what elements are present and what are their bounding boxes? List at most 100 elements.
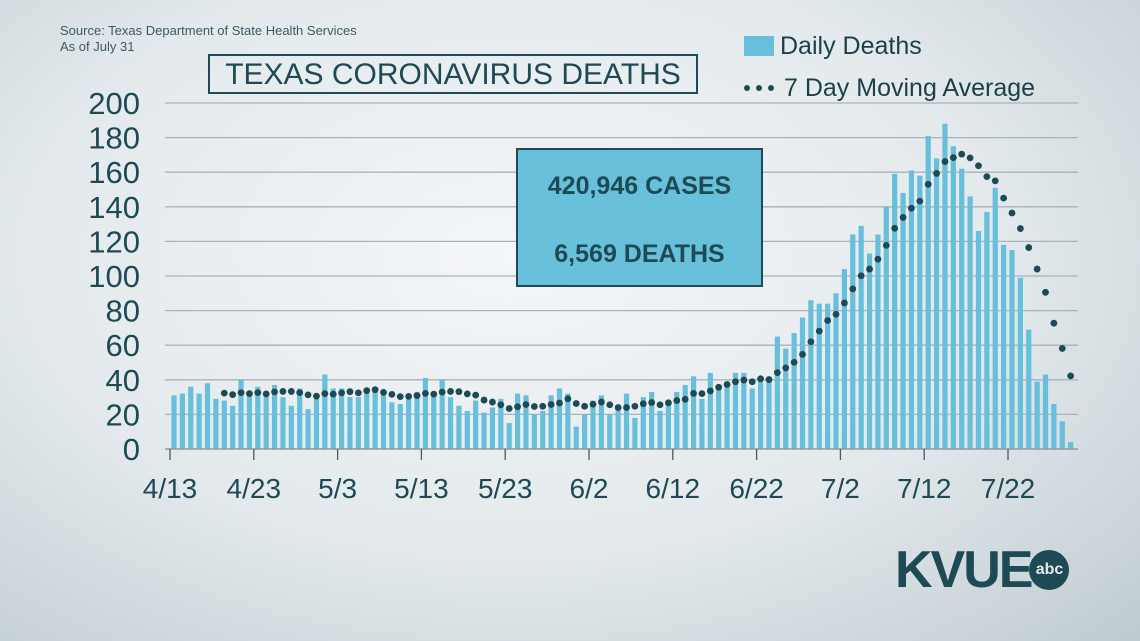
bar [925, 135, 931, 449]
moving-average-point [933, 170, 940, 177]
y-tick-label: 160 [88, 155, 140, 190]
moving-average-point [748, 378, 756, 386]
bar [766, 378, 772, 449]
bar [615, 407, 621, 449]
bar [204, 383, 211, 449]
moving-average-point [899, 214, 907, 221]
moving-average-point [698, 390, 706, 398]
moving-average-point [857, 272, 865, 280]
moving-average-point [396, 393, 404, 401]
bar [355, 397, 361, 449]
moving-average-point [991, 177, 999, 185]
bar [339, 388, 345, 449]
moving-average-point [422, 389, 429, 397]
bar [975, 231, 982, 449]
source-note: Source: Texas Department of State Health… [60, 23, 357, 55]
bar [531, 414, 537, 449]
bar [313, 395, 320, 449]
bar [506, 423, 512, 449]
bar [439, 379, 445, 449]
legend-label-daily: Daily Deaths [780, 31, 922, 60]
moving-average-point [665, 399, 672, 407]
bar [992, 187, 998, 449]
moving-average-point [983, 173, 991, 181]
moving-average-point [824, 317, 832, 324]
deaths-total: 6,569 DEATHS [554, 240, 725, 268]
bar [230, 405, 236, 449]
cases-total: 420,946 CASES [547, 172, 732, 200]
bar [883, 206, 889, 449]
bar [406, 395, 412, 449]
bar [674, 391, 680, 449]
bar [305, 409, 311, 449]
bar [213, 398, 219, 449]
moving-average-point [1042, 288, 1049, 296]
moving-average-point [262, 390, 270, 398]
bar [380, 393, 387, 449]
bar [573, 426, 579, 449]
moving-average-point [639, 400, 647, 408]
moving-average-point [489, 398, 496, 406]
moving-average-point [530, 403, 538, 410]
bar [238, 379, 244, 449]
chart-title: TEXAS CORONAVIRUS DEATHS [208, 54, 698, 94]
bar [808, 300, 814, 449]
moving-average-point [631, 402, 639, 410]
bar [716, 384, 722, 449]
bar [791, 333, 797, 449]
moving-average-point [958, 150, 966, 158]
bar [724, 381, 730, 449]
bar [1017, 277, 1023, 449]
moving-average-point [354, 389, 362, 397]
moving-average-point [1058, 345, 1066, 352]
bar [850, 234, 856, 449]
y-tick-label: 100 [88, 259, 140, 294]
moving-average-point [673, 397, 681, 404]
moving-average-point [648, 399, 656, 406]
bar [816, 303, 822, 449]
moving-average-point [1025, 244, 1033, 251]
abc-logo-icon: abc [1029, 550, 1070, 590]
bar [825, 303, 831, 449]
moving-average-point [430, 390, 438, 398]
bar [255, 386, 261, 449]
dotted-line-icon [744, 85, 774, 91]
legend-label-average: 7 Day Moving Average [784, 73, 1036, 102]
x-tick-label: 4/23 [227, 473, 282, 504]
moving-average-point [773, 369, 781, 377]
bar [1034, 381, 1040, 449]
legend-item-average: 7 Day Moving Average [744, 67, 1035, 109]
moving-average-point [732, 378, 739, 386]
bar [196, 393, 202, 449]
moving-average-point [782, 364, 790, 372]
bar [1051, 404, 1057, 449]
bar [330, 388, 336, 449]
bar [1026, 329, 1032, 449]
moving-average-point [908, 204, 915, 212]
bar [221, 400, 227, 449]
bar [950, 146, 956, 449]
kvue-logo: KVUE abc [895, 540, 1070, 600]
moving-average-point [706, 387, 714, 395]
bar [984, 211, 990, 449]
moving-average-point [572, 400, 580, 407]
moving-average-point [765, 376, 773, 383]
moving-average-point [455, 388, 463, 396]
bar [774, 336, 780, 449]
moving-average-point [338, 389, 345, 397]
as-of-text: As of July 31 [60, 39, 135, 54]
moving-average-point [1000, 194, 1008, 202]
bar [288, 405, 294, 449]
moving-average-point [866, 265, 873, 273]
legend-item-daily: Daily Deaths [744, 25, 1035, 67]
x-tick-label: 6/12 [646, 473, 701, 504]
moving-average-point [514, 403, 521, 411]
moving-average-point [472, 391, 480, 399]
moving-average-point [815, 327, 823, 335]
moving-average-point [916, 197, 924, 205]
moving-average-point [463, 390, 471, 398]
bar [389, 402, 395, 449]
moving-average-point [271, 388, 278, 396]
moving-average-point [287, 388, 295, 395]
x-tick-label: 7/2 [821, 473, 860, 504]
